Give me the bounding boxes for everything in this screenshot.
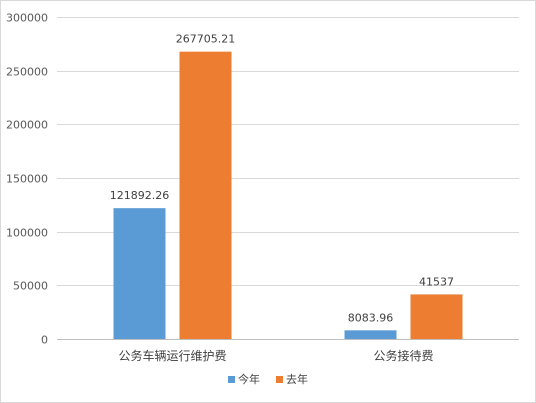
data-label: 121892.26 (110, 189, 170, 202)
legend: 今年 去年 (228, 372, 308, 386)
y-tick-label: 250000 (6, 66, 48, 79)
bar (179, 51, 232, 339)
x-category-label: 公务接待费 (373, 348, 433, 363)
data-label: 8083.96 (348, 311, 394, 324)
bar (410, 294, 463, 339)
bars (113, 51, 463, 339)
legend-swatch (228, 376, 235, 383)
y-tick-label: 100000 (6, 227, 48, 240)
y-tick-label: 300000 (6, 12, 48, 25)
x-category-label: 公务车辆运行维护费 (118, 348, 226, 363)
legend-label: 今年 (238, 372, 260, 386)
y-tick-label: 0 (41, 334, 48, 347)
bar (344, 330, 397, 339)
y-axis: 0 50000 100000 150000 200000 250000 300000 (6, 12, 48, 347)
data-label: 267705.21 (176, 33, 236, 46)
data-labels: 121892.26 267705.21 8083.96 41537 (110, 33, 454, 325)
legend-label: 去年 (286, 372, 308, 386)
bar (113, 208, 166, 339)
y-tick-label: 200000 (6, 119, 48, 132)
data-label: 41537 (419, 275, 454, 288)
y-tick-label: 150000 (6, 173, 48, 186)
legend-swatch (276, 376, 283, 383)
y-tick-label: 50000 (13, 280, 48, 293)
x-axis: 公务车辆运行维护费 公务接待费 (57, 339, 519, 363)
